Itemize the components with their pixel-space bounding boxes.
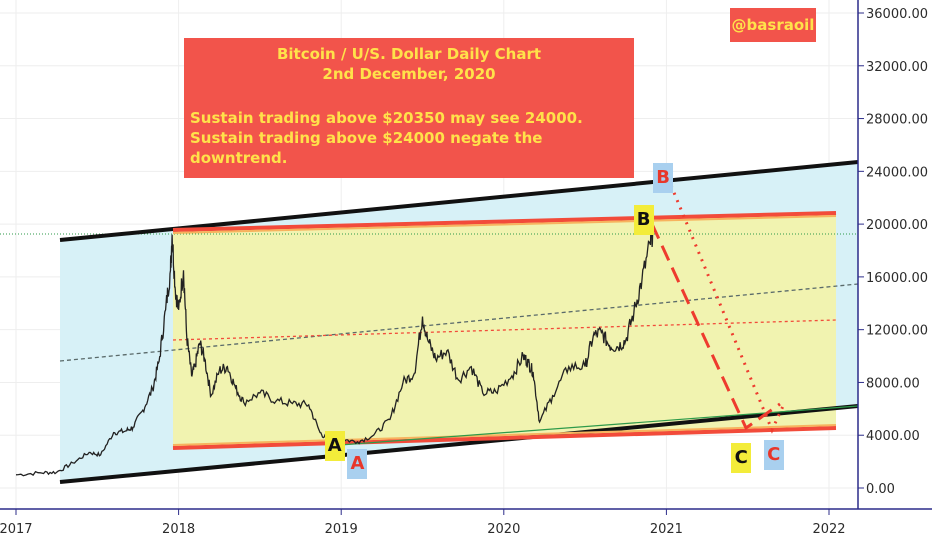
blue-channel-bottom-line bbox=[59, 404, 859, 484]
support-line bbox=[339, 405, 859, 446]
y-tick-label: 16000.00 bbox=[866, 271, 928, 286]
x-tick-label: 2020 bbox=[487, 522, 520, 537]
point-label-c-blue: C bbox=[763, 440, 784, 470]
author-handle-badge: @basraoil bbox=[730, 8, 816, 42]
yellow-channel-bottom-glow bbox=[172, 424, 837, 446]
projection-paths bbox=[650, 177, 786, 434]
yellow-channel-bottom-line bbox=[172, 426, 837, 450]
note-line-2: Sustain trading above $24000 negate the … bbox=[190, 129, 543, 167]
x-tick-label: 2017 bbox=[0, 522, 33, 537]
x-axis-ticks: 2017 2018 2019 2020 2021 2022 bbox=[0, 509, 846, 537]
y-tick-label: 20000.00 bbox=[866, 218, 928, 233]
y-tick-label: 24000.00 bbox=[866, 165, 928, 180]
y-tick-label: 8000.00 bbox=[866, 376, 920, 391]
chart-title: Bitcoin / U/S. Dollar Daily Chart bbox=[276, 45, 542, 63]
y-tick-label: 4000.00 bbox=[866, 429, 920, 444]
y-tick-label: 0.00 bbox=[866, 482, 895, 497]
x-tick-label: 2018 bbox=[162, 522, 195, 537]
point-label-c-yellow: C bbox=[731, 442, 752, 473]
blue-channel-midline bbox=[59, 283, 859, 362]
y-tick-label: 28000.00 bbox=[866, 113, 928, 128]
x-tick-label: 2019 bbox=[325, 522, 358, 537]
y-tick-label: 12000.00 bbox=[866, 324, 928, 339]
chart-note-box: Bitcoin / U/S. Dollar Daily Chart 2nd De… bbox=[184, 38, 634, 178]
point-label-a-yellow: A bbox=[324, 430, 345, 461]
yellow-channel-top-glow bbox=[172, 215, 837, 234]
projection-dotted-path bbox=[666, 177, 786, 434]
projection-dashed-path bbox=[650, 223, 781, 431]
chart-date: 2nd December, 2020 bbox=[322, 65, 496, 83]
y-tick-label: 32000.00 bbox=[866, 60, 928, 75]
x-tick-label: 2021 bbox=[650, 522, 683, 537]
point-label-a-blue: A bbox=[347, 449, 368, 480]
price-series-line bbox=[15, 217, 655, 477]
note-line-1: Sustain trading above $20350 may see 240… bbox=[190, 109, 583, 127]
yellow-channel-top-line bbox=[172, 211, 837, 232]
point-label-b-yellow: B bbox=[633, 205, 654, 236]
y-axis-ticks: 0.00 4000.00 8000.00 12000.00 16000.00 20000.… bbox=[858, 7, 928, 497]
blue-channel-top-line bbox=[59, 160, 859, 242]
x-tick-label: 2022 bbox=[812, 522, 845, 537]
y-tick-label: 36000.00 bbox=[866, 7, 928, 22]
point-label-b-blue: B bbox=[653, 162, 674, 193]
yellow-channel-midline bbox=[172, 319, 837, 341]
